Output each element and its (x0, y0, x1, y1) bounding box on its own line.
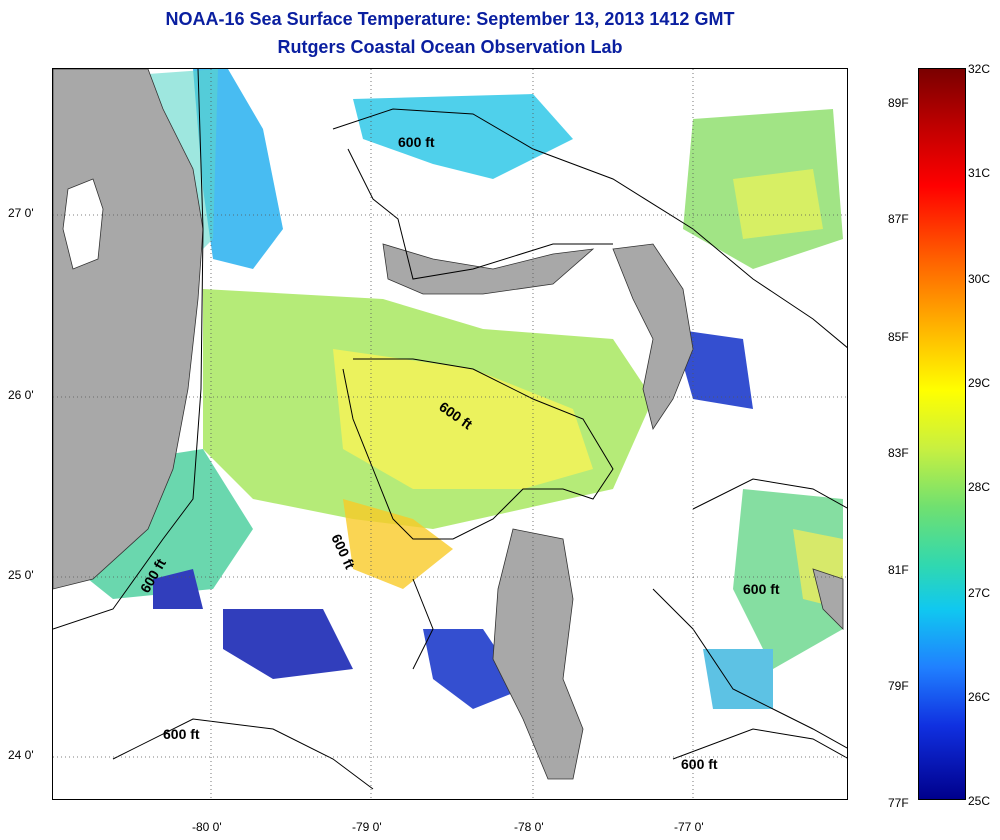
lat-label: 24 0' (8, 748, 34, 762)
colorbar-celsius-label: 30C (968, 272, 991, 286)
colorbar-fahrenheit-label: 81F (888, 563, 909, 577)
colorbar-celsius-label: 32C (968, 62, 991, 76)
contour-label: 600 ft (398, 134, 435, 150)
lat-label: 27 0' (8, 206, 34, 220)
colorbar-fahrenheit-label: 83F (888, 446, 909, 460)
colorbar-fahrenheit-label: 87F (888, 212, 909, 226)
florida-lake (62, 178, 104, 270)
abaco-island (612, 243, 694, 430)
andros-island (492, 528, 584, 780)
colorbar-celsius-label: 25C (968, 794, 991, 808)
lat-label: 25 0' (8, 568, 34, 582)
colorbar-celsius-label: 29C (968, 376, 991, 390)
contour-label: 600 ft (681, 756, 718, 772)
colorbar-celsius-label: 28C (968, 480, 991, 494)
lon-label: -79 0' (352, 820, 382, 834)
map-gridlines (53, 69, 847, 799)
grand-bahama-island (382, 243, 595, 295)
lat-label: 26 0' (8, 388, 34, 402)
contour-label: 600 ft (163, 726, 200, 742)
contour-label: 600 ft (743, 581, 780, 597)
colorbar-fahrenheit-label: 85F (888, 330, 909, 344)
colorbar-celsius-label: 26C (968, 690, 991, 704)
colorbar-fahrenheit-label: 79F (888, 679, 909, 693)
colorbar-fahrenheit-label: 89F (888, 96, 909, 110)
eleuthera-island (812, 568, 844, 630)
lon-label: -77 0' (674, 820, 704, 834)
colorbar-celsius-label: 31C (968, 166, 991, 180)
lon-label: -80 0' (192, 820, 222, 834)
colorbar-celsius-label: 27C (968, 586, 991, 600)
map-title: NOAA-16 Sea Surface Temperature: Septemb… (165, 9, 735, 29)
bathymetry-contours (53, 69, 847, 790)
colorbar-fahrenheit-label: 77F (888, 796, 909, 810)
sst-map: 600 ft 600 ft 600 ft 600 ft 600 ft 600 f… (52, 68, 848, 800)
sst-map-canvas: 600 ft 600 ft 600 ft 600 ft 600 ft 600 f… (53, 69, 847, 799)
land-masses (53, 69, 844, 780)
temperature-colorbar (918, 68, 966, 800)
lon-label: -78 0' (514, 820, 544, 834)
map-subtitle: Rutgers Coastal Ocean Observation Lab (277, 37, 623, 57)
